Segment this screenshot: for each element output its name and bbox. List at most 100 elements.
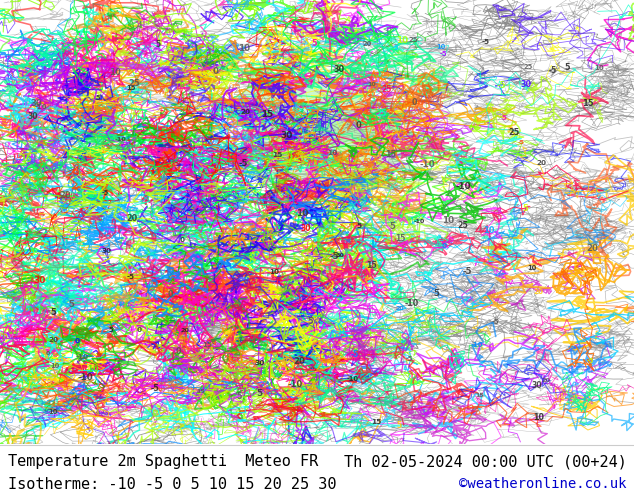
Text: 0: 0 [179, 237, 184, 243]
Text: 20: 20 [541, 378, 550, 383]
Text: Temperature 2m Spaghetti  Meteo FR: Temperature 2m Spaghetti Meteo FR [8, 454, 318, 469]
Text: 15: 15 [196, 389, 205, 394]
Text: 15: 15 [20, 155, 32, 164]
Text: 25: 25 [129, 79, 140, 88]
Text: 10: 10 [533, 414, 545, 422]
Text: 25: 25 [382, 85, 392, 94]
Text: 10: 10 [110, 68, 121, 77]
Text: 15: 15 [476, 393, 484, 398]
Text: 15: 15 [366, 261, 377, 270]
Text: -10: -10 [414, 219, 425, 224]
Text: 30: 30 [300, 224, 311, 233]
Text: -5: -5 [492, 319, 500, 325]
Text: -5: -5 [280, 184, 289, 193]
Text: 15: 15 [582, 99, 594, 108]
Text: -10: -10 [404, 299, 419, 308]
Text: 25: 25 [457, 221, 468, 230]
Text: -5: -5 [330, 252, 339, 262]
Text: -5: -5 [392, 45, 399, 51]
Text: 0: 0 [180, 82, 184, 88]
Text: 5: 5 [236, 392, 242, 401]
Text: 5: 5 [522, 204, 528, 213]
Text: 0: 0 [412, 98, 417, 107]
Text: 5: 5 [356, 223, 361, 229]
Text: 25: 25 [523, 65, 533, 71]
Text: -5: -5 [481, 39, 489, 45]
Text: 30: 30 [520, 80, 531, 90]
Text: -10: -10 [35, 104, 48, 110]
Text: 10: 10 [595, 65, 604, 71]
Text: -5: -5 [351, 350, 359, 359]
Text: -5: -5 [549, 66, 557, 75]
Text: 0: 0 [168, 290, 174, 298]
Text: 10: 10 [238, 44, 250, 53]
Text: 5: 5 [396, 420, 401, 430]
Text: 0: 0 [75, 338, 80, 344]
Text: 20: 20 [533, 289, 543, 295]
Text: -10: -10 [470, 342, 483, 348]
Text: -5: -5 [101, 191, 108, 196]
Text: 5: 5 [29, 182, 34, 188]
Text: 15: 15 [126, 85, 136, 91]
Text: 30: 30 [255, 360, 265, 366]
Text: 25: 25 [409, 37, 418, 43]
Text: 0: 0 [442, 243, 447, 249]
Text: 20: 20 [49, 337, 59, 343]
Text: Th 02-05-2024 00:00 UTC (00+24): Th 02-05-2024 00:00 UTC (00+24) [344, 454, 626, 469]
Text: 15: 15 [371, 419, 382, 425]
Text: 25: 25 [225, 155, 236, 164]
Text: 0: 0 [46, 351, 50, 356]
Text: 5: 5 [50, 308, 56, 317]
Text: 5: 5 [433, 289, 439, 298]
Text: 20: 20 [395, 306, 404, 312]
Text: -10: -10 [456, 182, 471, 191]
Text: -5: -5 [496, 81, 506, 90]
Text: 10: 10 [48, 409, 58, 415]
Text: 15: 15 [396, 234, 406, 243]
Text: -5: -5 [238, 159, 248, 168]
Text: 0: 0 [356, 122, 361, 130]
Text: 0: 0 [136, 327, 142, 333]
Text: 0: 0 [213, 67, 219, 76]
Text: 30: 30 [102, 247, 112, 253]
Text: 30: 30 [333, 65, 344, 74]
Text: 10: 10 [296, 209, 309, 218]
Text: 10: 10 [437, 45, 446, 50]
Text: 30: 30 [28, 112, 39, 121]
Text: 5: 5 [156, 40, 161, 49]
Text: Isotherme: -10 -5 0 5 10 15 20 25 30: Isotherme: -10 -5 0 5 10 15 20 25 30 [8, 477, 336, 490]
Text: -5: -5 [462, 267, 472, 276]
Text: 5: 5 [307, 317, 313, 326]
Text: -10: -10 [420, 160, 436, 169]
Text: 20: 20 [294, 357, 305, 367]
Text: 15: 15 [261, 110, 273, 119]
Polygon shape [205, 97, 454, 212]
Text: 20: 20 [362, 41, 372, 47]
Text: 20: 20 [60, 191, 72, 200]
Text: -10: -10 [288, 380, 303, 389]
Text: 5: 5 [256, 389, 262, 398]
Text: 5: 5 [389, 222, 395, 231]
Text: -10: -10 [78, 373, 93, 382]
Text: 5: 5 [95, 95, 100, 100]
Polygon shape [218, 50, 430, 177]
Text: -5: -5 [440, 51, 448, 57]
Text: 5: 5 [68, 299, 75, 309]
Text: 20: 20 [536, 160, 547, 166]
Text: 5: 5 [311, 39, 317, 49]
Text: 5: 5 [108, 327, 113, 333]
Text: 10: 10 [269, 269, 279, 275]
Text: 20: 20 [586, 244, 598, 252]
Text: -5: -5 [406, 357, 413, 363]
Text: 5: 5 [564, 63, 570, 72]
Text: 10: 10 [442, 216, 455, 225]
Text: -10: -10 [114, 137, 126, 142]
Text: -10: -10 [76, 354, 89, 360]
Text: 10: 10 [50, 364, 60, 369]
Text: 15: 15 [272, 152, 282, 158]
Text: 20: 20 [181, 328, 190, 333]
Text: 30: 30 [34, 276, 46, 285]
Text: ©weatheronline.co.uk: ©weatheronline.co.uk [459, 477, 626, 490]
Text: 15: 15 [385, 150, 396, 159]
Text: -5: -5 [586, 358, 594, 365]
